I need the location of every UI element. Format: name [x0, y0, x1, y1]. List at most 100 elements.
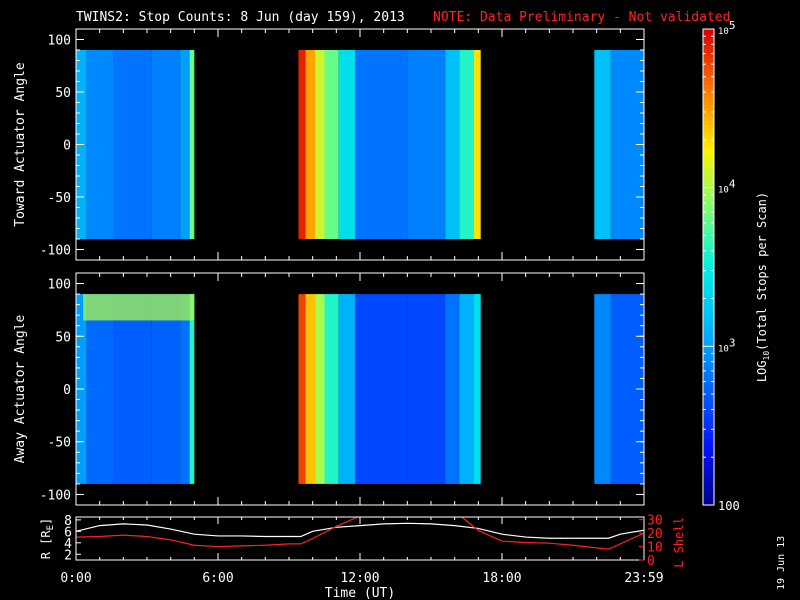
heatmap-column	[594, 50, 611, 239]
x-axis-label: Time (UT)	[325, 586, 395, 600]
colorbar-swatch	[703, 171, 714, 177]
colorbar-swatch	[703, 358, 714, 363]
colorbar-swatch	[703, 199, 714, 205]
colorbar-swatch	[703, 227, 714, 232]
colorbar-tick-label: 105	[718, 19, 735, 37]
colorbar-swatch	[703, 298, 714, 304]
colorbar-swatch	[703, 231, 714, 236]
colorbar-swatch	[703, 56, 714, 62]
heatmap-column	[445, 294, 460, 484]
colorbar-swatch	[703, 489, 714, 494]
heatmap-column	[180, 50, 190, 239]
y-tick-label: -100	[40, 488, 71, 503]
heatmap-column	[338, 294, 356, 484]
r-axis-label: R [RE]	[39, 518, 56, 560]
heatmap-column	[113, 294, 152, 484]
colorbar-swatch	[703, 203, 714, 209]
colorbar-swatch	[703, 32, 714, 38]
colorbar-swatch	[703, 481, 714, 486]
colorbar-swatch	[703, 425, 714, 431]
colorbar-swatch	[703, 445, 714, 451]
colorbar-swatch	[703, 29, 714, 34]
y-axis-label: Toward Actuator Angle	[13, 62, 28, 227]
colorbar-swatch	[703, 282, 714, 288]
colorbar-swatch	[703, 80, 714, 86]
y-tick-label: 50	[55, 330, 71, 345]
colorbar-swatch	[703, 120, 714, 125]
colorbar-swatch	[703, 493, 714, 498]
heatmap-column	[180, 294, 190, 484]
colorbar-swatch	[703, 239, 714, 244]
colorbar-swatch	[703, 270, 714, 276]
colorbar-swatch	[703, 88, 714, 94]
colorbar-swatch	[703, 124, 714, 129]
colorbar-swatch	[703, 485, 714, 490]
colorbar-label: LOG10(Total Stops per Scan)	[755, 192, 771, 382]
x-tick-label: 12:00	[340, 571, 379, 586]
colorbar-swatch	[703, 215, 714, 220]
colorbar-swatch	[703, 405, 714, 411]
colorbar-swatch	[703, 175, 714, 181]
heatmap-column	[298, 294, 306, 484]
x-tick-label: 18:00	[482, 571, 521, 586]
colorbar-label-suffix: (Total Stops per Scan)	[755, 192, 769, 351]
colorbar-swatch	[703, 267, 714, 272]
colorbar-swatch	[703, 155, 714, 161]
colorbar-swatch	[703, 465, 714, 470]
colorbar-swatch	[703, 163, 714, 169]
colorbar-swatch	[703, 52, 714, 58]
colorbar-swatch	[703, 144, 714, 149]
away-angle-panel: 100 50 0 -50 -100 Away Actuator Angle	[13, 272, 645, 506]
colorbar-swatch	[703, 48, 714, 54]
colorbar-swatch	[703, 100, 714, 105]
colorbar-swatch	[703, 76, 714, 82]
colorbar-swatch	[703, 274, 714, 280]
colorbar-swatch	[703, 334, 714, 339]
y-axis-label: Away Actuator Angle	[13, 314, 28, 463]
y-tick-label: 0	[63, 383, 71, 398]
toward-angle-panel: 100 50 0 -50 -100 Toward Actuator Angle	[13, 28, 645, 261]
colorbar-swatch	[703, 413, 714, 419]
colorbar-swatch	[703, 84, 714, 90]
colorbar-swatch	[703, 421, 714, 427]
colorbar-tick-base: 10	[718, 344, 729, 354]
colorbar-swatch	[703, 104, 714, 109]
colorbar-swatch	[703, 219, 714, 224]
x-tick-label: 23:59	[624, 571, 663, 586]
colorbar-swatch	[703, 243, 714, 248]
colorbar-swatch	[703, 72, 714, 78]
colorbar-swatch	[703, 370, 714, 375]
colorbar-swatch	[703, 449, 714, 455]
colorbar-tick-exp: 4	[729, 178, 736, 191]
heatmap-column	[459, 50, 474, 239]
y-tick-label: -100	[40, 244, 71, 259]
colorbar-tick-base: 10	[718, 27, 729, 37]
colorbar-swatch	[703, 401, 714, 407]
heatmap-column	[305, 294, 316, 484]
colorbar-swatch	[703, 302, 714, 308]
l-shell-line	[76, 517, 644, 550]
colorbar-swatch	[703, 429, 714, 435]
heatmap-column	[151, 50, 181, 239]
colorbar-swatch	[703, 397, 714, 403]
r-tick-label: 8	[64, 514, 72, 529]
heatmap-column	[189, 50, 195, 239]
heatmap-column	[189, 294, 195, 484]
date-stamp: 19 Jun 13	[776, 536, 787, 590]
heatmap-column	[324, 50, 339, 239]
heatmap-column	[113, 50, 152, 239]
colorbar-swatch	[703, 108, 714, 113]
heatmap-column	[315, 294, 325, 484]
colorbar-swatch	[703, 195, 714, 201]
heatmap-column	[355, 50, 408, 239]
heatmap-column	[151, 294, 181, 484]
x-tick-label: 0:00	[60, 571, 91, 586]
colorbar-swatch	[703, 441, 714, 447]
y-tick-label: -50	[48, 191, 71, 206]
heatmap-column	[298, 50, 306, 239]
colorbar-swatch	[703, 64, 714, 70]
colorbar-swatch	[703, 112, 714, 117]
y-tick-label: 100	[48, 278, 71, 293]
heatmap-column	[594, 294, 611, 484]
heatmap-column	[355, 294, 408, 484]
